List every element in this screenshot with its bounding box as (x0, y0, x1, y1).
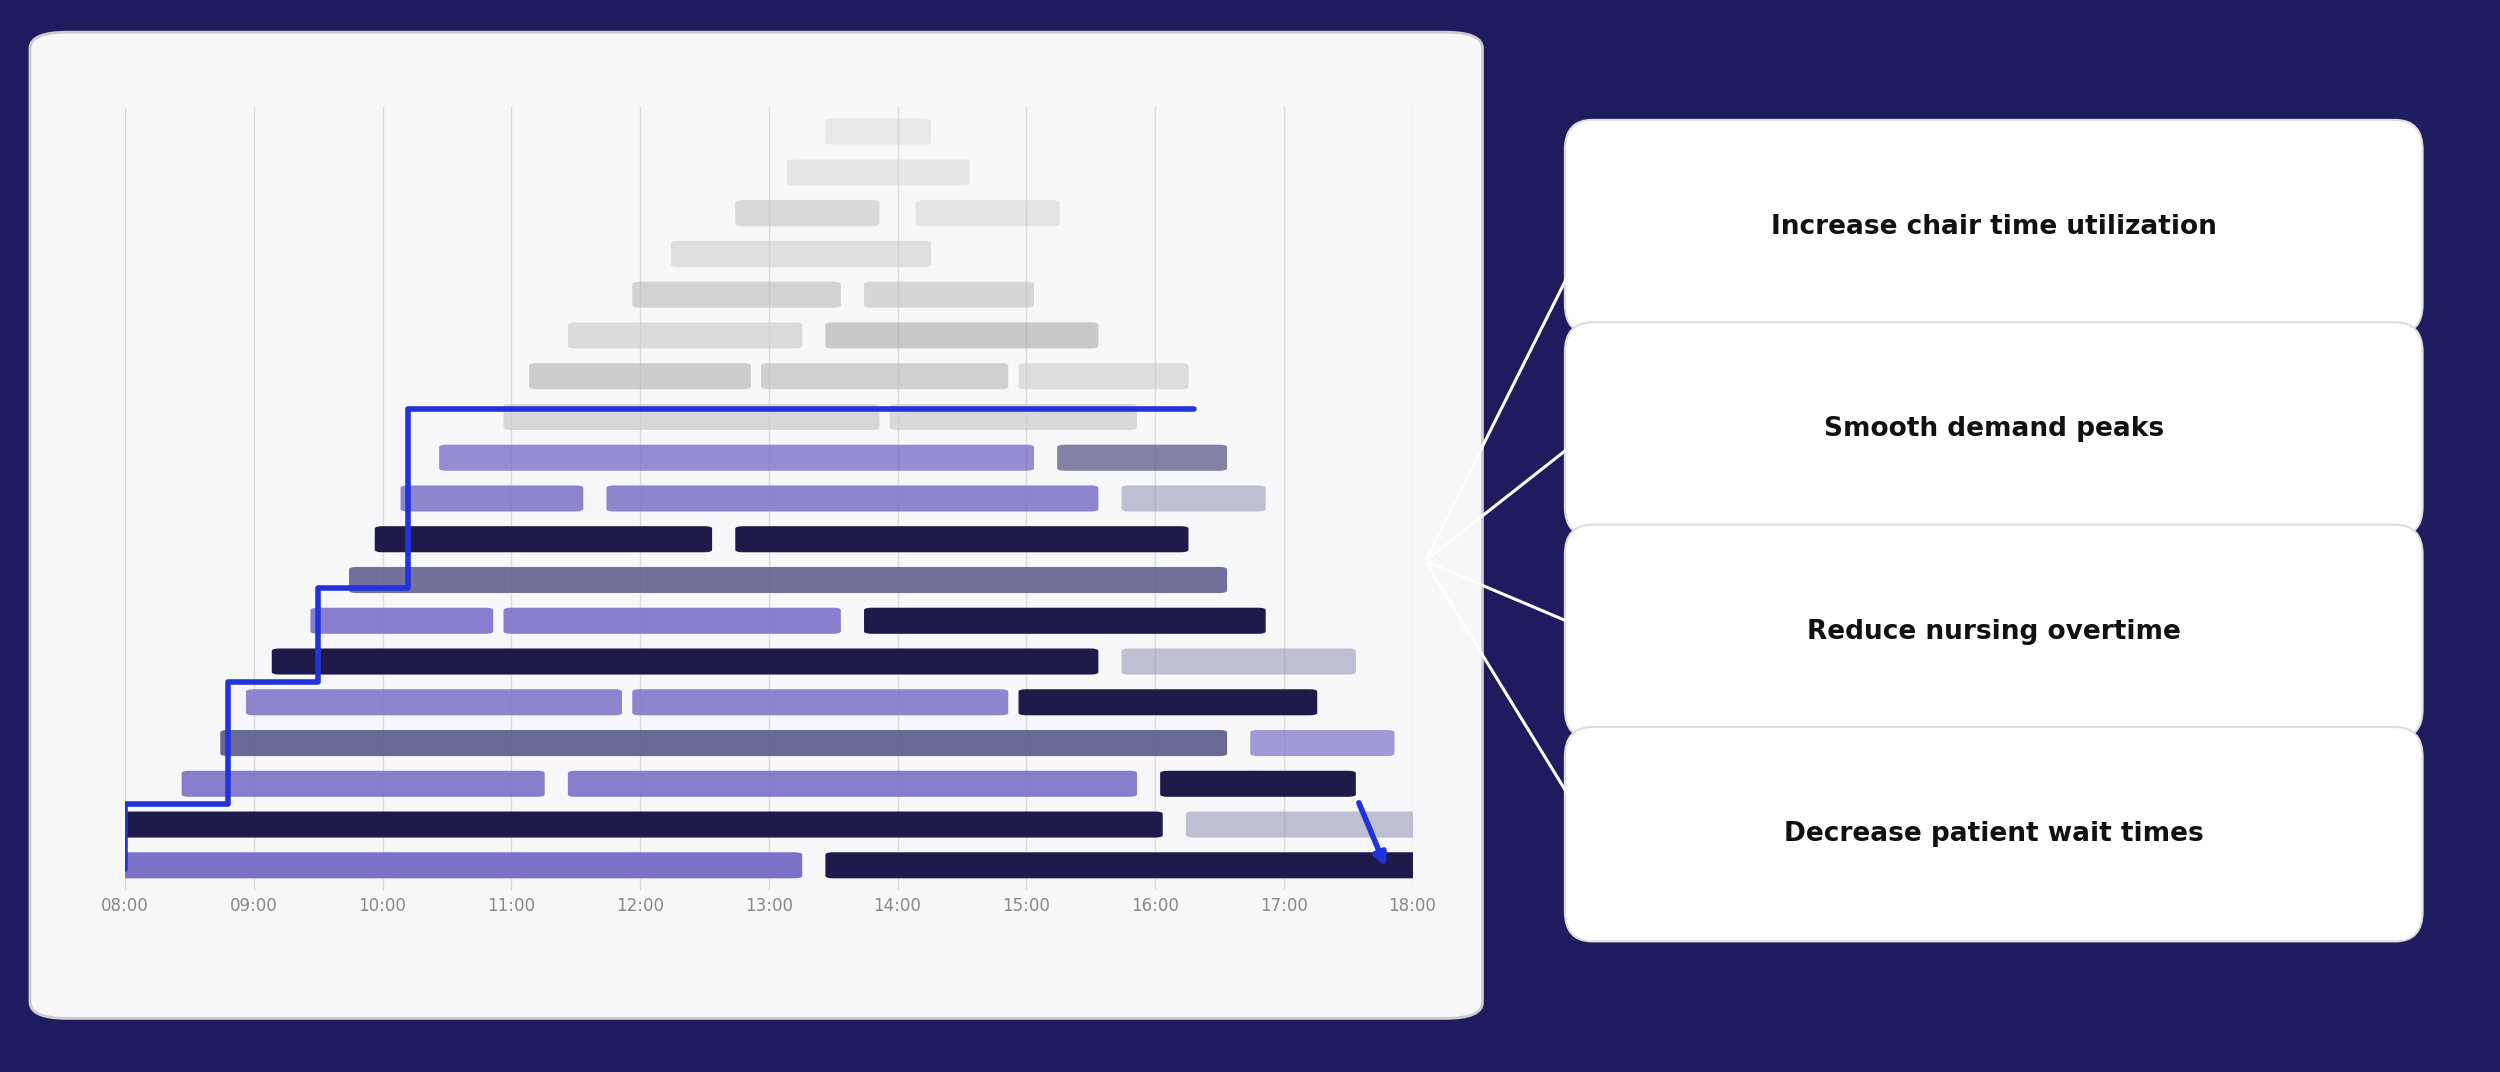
FancyBboxPatch shape (440, 445, 1035, 471)
Text: Increase chair time utilization: Increase chair time utilization (1770, 214, 2218, 240)
FancyBboxPatch shape (632, 689, 1008, 715)
FancyBboxPatch shape (1185, 812, 1420, 837)
FancyBboxPatch shape (1122, 486, 1265, 511)
FancyBboxPatch shape (670, 241, 930, 267)
FancyBboxPatch shape (865, 608, 1265, 634)
FancyBboxPatch shape (890, 404, 1138, 430)
FancyBboxPatch shape (310, 608, 492, 634)
FancyBboxPatch shape (1160, 771, 1355, 796)
FancyBboxPatch shape (788, 160, 970, 185)
FancyBboxPatch shape (825, 119, 930, 145)
FancyBboxPatch shape (1017, 689, 1318, 715)
FancyBboxPatch shape (608, 486, 1098, 511)
FancyBboxPatch shape (400, 486, 582, 511)
FancyBboxPatch shape (1528, 23, 2460, 1039)
FancyBboxPatch shape (1565, 323, 2422, 537)
Text: Decrease patient wait times: Decrease patient wait times (1785, 821, 2202, 847)
FancyBboxPatch shape (1565, 524, 2422, 739)
Text: Smooth demand peaks: Smooth demand peaks (1822, 416, 2165, 443)
FancyBboxPatch shape (735, 200, 880, 226)
FancyBboxPatch shape (760, 363, 1008, 389)
FancyBboxPatch shape (182, 771, 545, 796)
FancyBboxPatch shape (568, 323, 802, 348)
FancyBboxPatch shape (1250, 730, 1395, 756)
FancyBboxPatch shape (350, 567, 1228, 593)
FancyBboxPatch shape (568, 771, 1138, 796)
FancyBboxPatch shape (30, 32, 1482, 1018)
Text: Reduce nursing overtime: Reduce nursing overtime (1808, 619, 2180, 645)
FancyBboxPatch shape (503, 404, 880, 430)
FancyBboxPatch shape (503, 608, 840, 634)
FancyBboxPatch shape (825, 323, 1098, 348)
FancyBboxPatch shape (272, 649, 1098, 674)
FancyBboxPatch shape (825, 852, 1420, 878)
FancyBboxPatch shape (1017, 363, 1188, 389)
FancyBboxPatch shape (245, 689, 622, 715)
FancyBboxPatch shape (1565, 120, 2422, 334)
FancyBboxPatch shape (865, 282, 1035, 308)
FancyBboxPatch shape (375, 526, 712, 552)
FancyBboxPatch shape (118, 852, 802, 878)
FancyBboxPatch shape (118, 812, 1162, 837)
FancyBboxPatch shape (1122, 649, 1355, 674)
FancyBboxPatch shape (632, 282, 840, 308)
FancyBboxPatch shape (735, 526, 1188, 552)
FancyBboxPatch shape (1058, 445, 1228, 471)
FancyBboxPatch shape (1565, 727, 2422, 941)
FancyBboxPatch shape (915, 200, 1060, 226)
FancyBboxPatch shape (530, 363, 750, 389)
FancyBboxPatch shape (220, 730, 1228, 756)
